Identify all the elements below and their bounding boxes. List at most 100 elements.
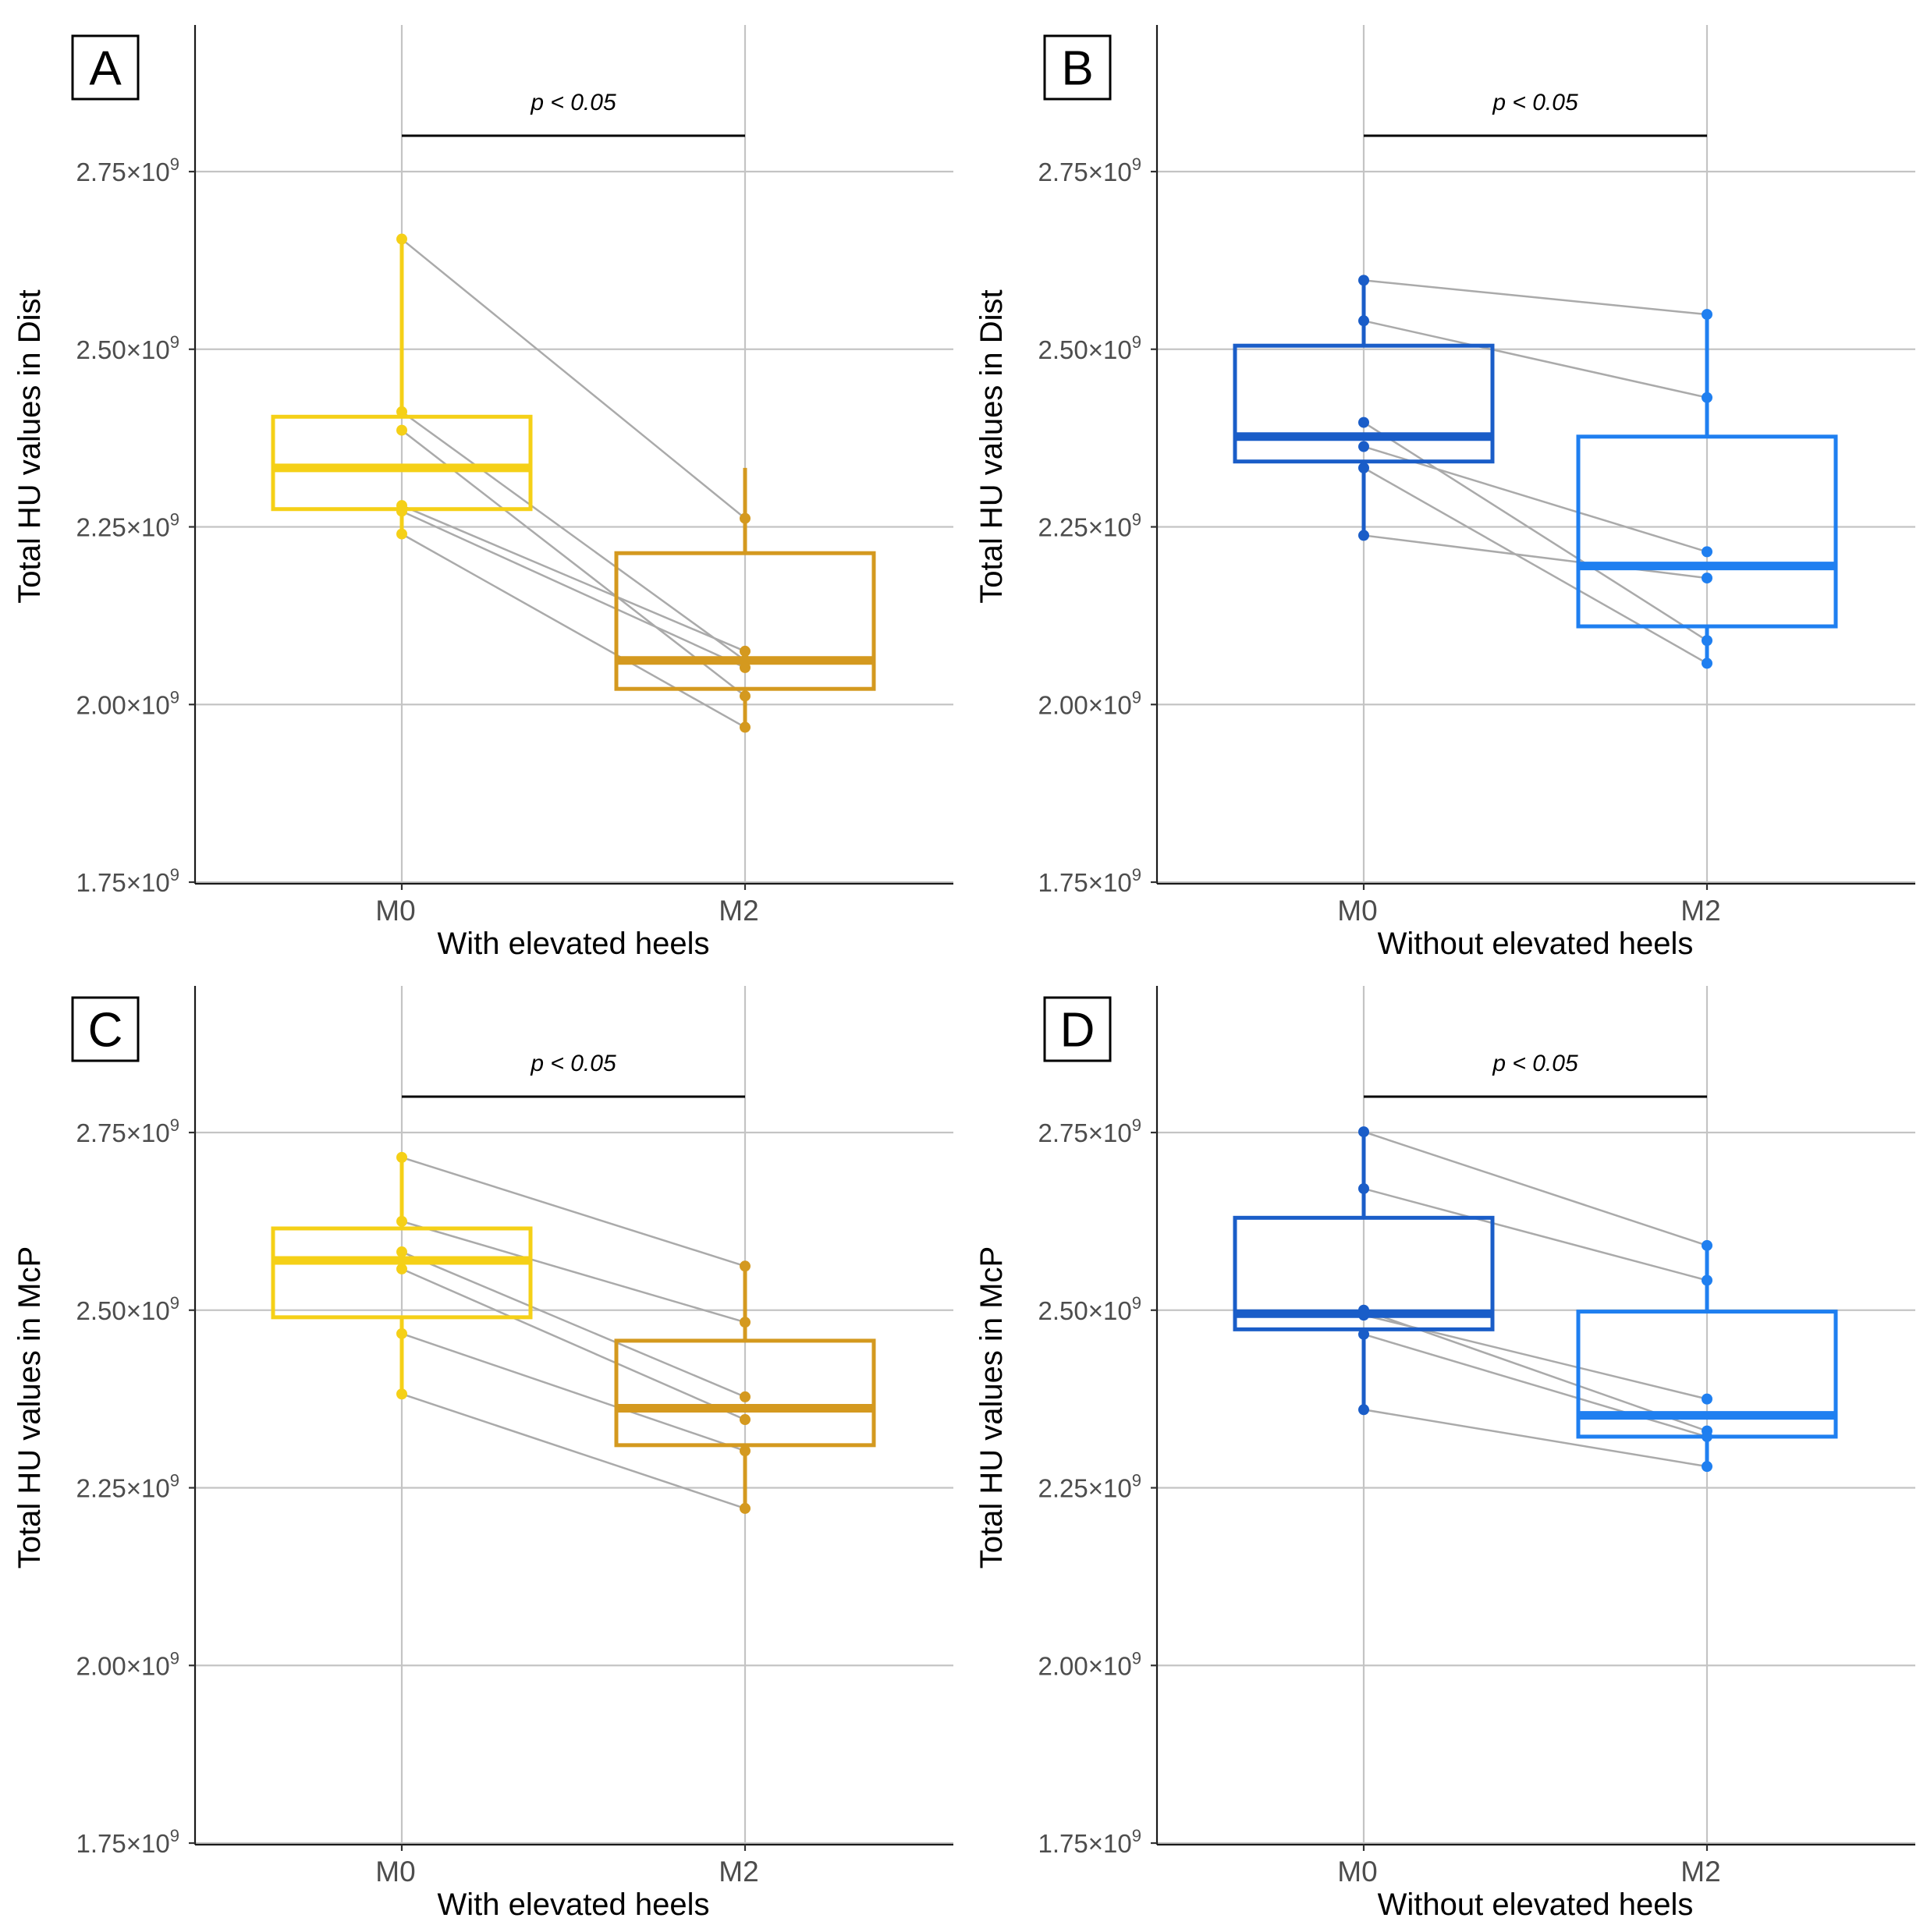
y-axis-title: Total HU values in McP xyxy=(974,1246,1009,1569)
data-point xyxy=(740,1391,751,1402)
paired-line xyxy=(401,533,746,728)
x-tick-label: M2 xyxy=(719,895,758,927)
y-tick-label: 2.75×109 xyxy=(1038,154,1141,186)
data-point xyxy=(396,1328,407,1339)
data-point xyxy=(740,1502,751,1514)
box-M0 xyxy=(1233,343,1495,464)
box-M2 xyxy=(614,551,876,691)
y-axis-title: Total HU values in Dist xyxy=(12,289,47,603)
x-tick-label: M0 xyxy=(1337,1856,1377,1888)
box-M2 xyxy=(614,1338,876,1448)
y-tick-label: 2.75×109 xyxy=(1038,1115,1141,1147)
paired-line xyxy=(401,1267,746,1421)
data-point xyxy=(1358,417,1369,428)
paired-line xyxy=(401,1250,746,1398)
y-tick-label: 2.50×109 xyxy=(1038,332,1141,364)
data-point xyxy=(396,1246,407,1258)
data-point xyxy=(1702,546,1712,558)
x-tick-label: M2 xyxy=(719,1856,758,1888)
paired-line xyxy=(1363,466,1708,665)
significance-label: p < 0.05 xyxy=(530,90,616,115)
y-axis-title: Total HU values in McP xyxy=(12,1246,47,1569)
paired-line xyxy=(1363,421,1708,642)
y-tick-label: 2.75×109 xyxy=(76,1115,179,1147)
data-point xyxy=(396,1388,407,1400)
data-point xyxy=(396,406,407,417)
x-tick-label: M0 xyxy=(375,895,415,927)
data-point xyxy=(740,1317,751,1328)
box-M2 xyxy=(1576,434,1838,629)
data-point xyxy=(1702,573,1712,584)
data-point xyxy=(396,424,407,436)
data-point xyxy=(396,505,407,517)
y-tick-label: 1.75×109 xyxy=(1038,865,1141,897)
y-tick-label: 2.75×109 xyxy=(76,154,179,186)
data-point xyxy=(740,1414,751,1426)
data-point xyxy=(1358,1126,1369,1138)
data-point xyxy=(1702,1393,1712,1405)
data-point xyxy=(1358,1182,1369,1194)
data-point xyxy=(1358,275,1369,286)
paired-line xyxy=(401,410,746,661)
panel-letter-box xyxy=(1043,34,1112,101)
paired-line xyxy=(1363,279,1708,316)
paired-line xyxy=(401,1332,746,1452)
data-point xyxy=(740,645,751,657)
data-point xyxy=(1358,441,1369,452)
x-axis-title: Without elevated heels xyxy=(1378,1888,1694,1922)
paired-line xyxy=(1363,534,1708,580)
panel-D: 1.75×109 2.00×109 2.25×109 2.50×109 2.75×109… xyxy=(974,986,1915,1922)
data-point xyxy=(740,512,751,524)
data-point xyxy=(740,690,751,702)
panel-A: 1.75×109 2.00×109 2.25×109 2.50×109 2.75×109… xyxy=(12,25,953,961)
box-M0 xyxy=(271,1226,533,1320)
y-tick-label: 1.75×109 xyxy=(1038,1826,1141,1858)
data-point xyxy=(1702,1239,1712,1251)
data-point xyxy=(1358,1404,1369,1416)
y-tick-label: 2.50×109 xyxy=(76,332,179,364)
panel-letter: D xyxy=(1060,1004,1095,1058)
paired-line xyxy=(1363,1409,1708,1468)
data-point xyxy=(1702,1461,1712,1473)
data-point xyxy=(396,233,407,245)
data-point xyxy=(1702,658,1712,669)
data-point xyxy=(740,661,751,673)
panel-B: 1.75×109 2.00×109 2.25×109 2.50×109 2.75×109… xyxy=(974,25,1915,961)
data-point xyxy=(1702,309,1712,321)
y-tick-label: 2.25×109 xyxy=(76,1471,179,1503)
y-tick-label: 2.25×109 xyxy=(1038,510,1141,542)
panel-letter: A xyxy=(89,42,122,96)
x-axis-title: With elevated heels xyxy=(437,1888,709,1922)
paired-line xyxy=(1363,320,1708,399)
y-tick-label: 1.75×109 xyxy=(76,1826,179,1858)
paired-line xyxy=(401,1156,746,1267)
paired-line xyxy=(1363,1187,1708,1282)
data-point xyxy=(396,1263,407,1274)
panel-letter-box xyxy=(71,34,140,101)
y-tick-label: 2.00×109 xyxy=(76,687,179,719)
data-point xyxy=(1358,1328,1369,1340)
paired-line xyxy=(401,1220,746,1324)
x-tick-label: M0 xyxy=(375,1856,415,1888)
data-point xyxy=(1702,1430,1712,1442)
data-point xyxy=(396,528,407,540)
y-tick-label: 2.00×109 xyxy=(1038,1648,1141,1680)
y-tick-label: 2.00×109 xyxy=(76,1648,179,1680)
y-tick-label: 2.00×109 xyxy=(1038,687,1141,719)
x-axis-title: Without elevated heels xyxy=(1378,927,1694,961)
y-tick-label: 1.75×109 xyxy=(76,865,179,897)
paired-line xyxy=(401,238,746,519)
paired-line xyxy=(401,510,746,669)
data-point xyxy=(1358,315,1369,327)
data-point xyxy=(740,721,751,733)
data-point xyxy=(396,1215,407,1227)
data-point xyxy=(1702,392,1712,403)
data-point xyxy=(740,1445,751,1457)
panel-letter-box xyxy=(1043,996,1112,1062)
significance-label: p < 0.05 xyxy=(1492,90,1578,115)
x-tick-label: M2 xyxy=(1680,1856,1720,1888)
data-point xyxy=(1358,530,1369,541)
data-point xyxy=(1702,635,1712,647)
data-point xyxy=(1358,462,1369,473)
